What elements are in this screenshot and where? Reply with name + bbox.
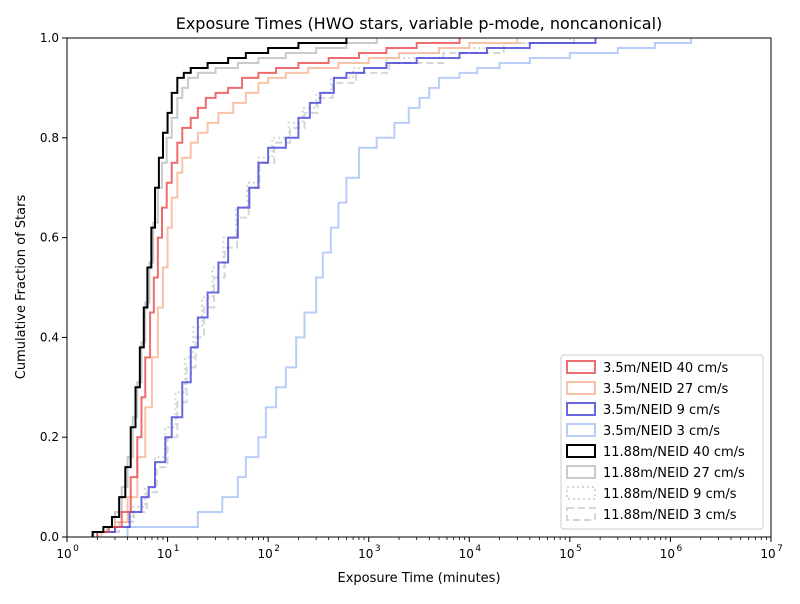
legend-box	[560, 354, 764, 530]
series-line-3	[91, 38, 597, 537]
legend-label-5: 11.88m/NEID 40 cm/s	[603, 445, 745, 460]
legend-label-3: 3.5m/NEID 9 cm/s	[603, 403, 720, 418]
legend-label-6: 11.88m/NEID 27 cm/s	[603, 466, 745, 481]
plot-area	[91, 38, 692, 537]
chart-title: Exposure Times (HWO stars, variable p-mo…	[176, 14, 663, 33]
x-tick-label: 10	[459, 547, 474, 561]
x-tick-exponent: 7	[777, 544, 783, 554]
legend-swatch-4	[566, 423, 596, 437]
x-tick-label: 10	[258, 547, 273, 561]
x-tick-label: 10	[559, 547, 574, 561]
x-tick-label: 10	[660, 547, 675, 561]
x-axis-label: Exposure Time (minutes)	[337, 571, 500, 586]
x-tick-exponent: 2	[274, 544, 280, 554]
x-tick-exponent: 0	[73, 544, 79, 554]
x-tick-exponent: 4	[475, 544, 481, 554]
y-tick-label: 0.8	[40, 131, 59, 145]
legend-label-2: 3.5m/NEID 27 cm/s	[603, 382, 728, 397]
legend-label-7: 11.88m/NEID 9 cm/s	[603, 487, 737, 502]
legend-label-8: 11.88m/NEID 3 cm/s	[603, 508, 737, 523]
x-tick-label: 10	[157, 547, 172, 561]
x-tick-exponent: 3	[375, 544, 381, 554]
y-tick-label: 1.0	[40, 31, 59, 45]
x-tick-label: 10	[358, 547, 373, 561]
legend-swatch-1	[566, 360, 596, 374]
series-line-6	[91, 38, 378, 537]
y-tick-label: 0.4	[40, 330, 59, 344]
axes-frame	[66, 37, 772, 538]
legend-swatch-8	[566, 507, 596, 521]
axes: 10 0 10 1 10 2 10 3 10 4 10 5 10 6 10 70.00.20.40.60.81…	[40, 31, 783, 561]
series-line-4	[126, 38, 692, 537]
legend-label-1: 3.5m/NEID 40 cm/s	[603, 361, 728, 376]
legend-swatch-5	[566, 444, 596, 458]
legend: 3.5m/NEID 40 cm/s 3.5m/NEID 27 cm/s 3.5m/N…	[560, 354, 764, 530]
legend-swatch-6	[566, 465, 596, 479]
y-axis-label: Cumulative Fraction of Stars	[14, 195, 29, 380]
y-tick-label: 0.2	[40, 430, 59, 444]
y-tick-label: 0.6	[40, 231, 59, 245]
legend-swatch-3	[566, 402, 596, 416]
series-line-2	[100, 38, 519, 537]
x-tick-exponent: 6	[677, 544, 683, 554]
series-line-1	[96, 38, 461, 537]
legend-label-4: 3.5m/NEID 3 cm/s	[603, 424, 720, 439]
y-tick-label: 0.0	[40, 530, 59, 544]
x-tick-label: 10	[760, 547, 775, 561]
legend-swatch-2	[566, 381, 596, 395]
x-tick-exponent: 5	[576, 544, 582, 554]
series-line-5	[91, 38, 348, 537]
x-tick-label: 10	[56, 547, 71, 561]
x-tick-exponent: 1	[174, 544, 180, 554]
